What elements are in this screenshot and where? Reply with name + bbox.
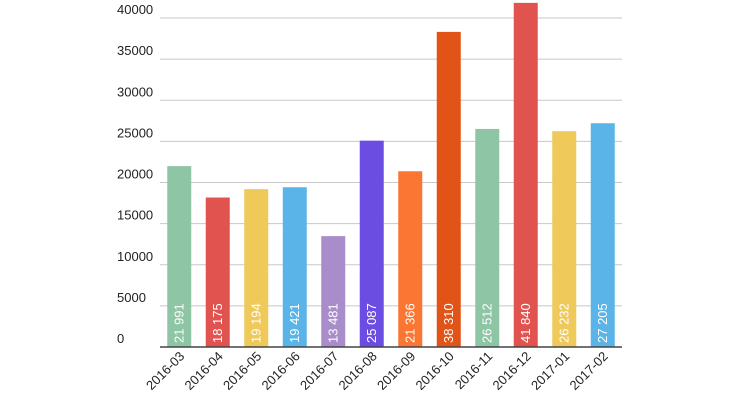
y-tick-label: 0 <box>117 331 124 346</box>
x-tick-label: 2016-05 <box>220 349 264 393</box>
bar <box>475 128 500 347</box>
y-tick-label: 15000 <box>117 208 153 223</box>
bar <box>513 2 538 348</box>
bar <box>552 131 577 347</box>
x-tick-label: 2017-01 <box>528 349 572 393</box>
x-tick-label: 2016-06 <box>259 349 303 393</box>
y-tick-label: 25000 <box>117 125 153 140</box>
x-axis-ticks: 2016-032016-042016-052016-062016-072016-… <box>143 349 611 393</box>
y-axis-ticks: 0 5000 10000 15000 20000 25000 30000 35000 40000 <box>117 2 153 346</box>
gridlines <box>160 17 622 307</box>
data-label: 13 481 <box>325 303 340 343</box>
data-label: 19 421 <box>287 303 302 343</box>
y-tick-label: 20000 <box>117 167 153 182</box>
y-tick-label: 35000 <box>117 43 153 58</box>
x-tick-label: 2016-08 <box>336 349 380 393</box>
y-tick-label: 30000 <box>117 84 153 99</box>
data-label: 18 175 <box>210 303 225 343</box>
y-tick-label: 5000 <box>117 290 146 305</box>
x-tick-label: 2016-10 <box>413 349 457 393</box>
x-tick-label: 2017-02 <box>567 349 611 393</box>
bar <box>590 123 615 347</box>
data-label: 38 310 <box>441 303 456 343</box>
x-tick-label: 2016-09 <box>374 349 418 393</box>
bar <box>398 171 423 347</box>
bar <box>436 31 461 348</box>
bars <box>167 2 615 348</box>
data-label: 25 087 <box>364 303 379 343</box>
data-label: 21 991 <box>171 303 186 343</box>
y-tick-label: 40000 <box>117 2 153 17</box>
x-tick-label: 2016-11 <box>452 349 496 393</box>
data-label: 19 194 <box>248 303 263 343</box>
bar <box>167 166 192 347</box>
x-tick-label: 2016-07 <box>297 349 341 393</box>
bar <box>282 187 307 347</box>
data-label: 27 205 <box>595 303 610 343</box>
bar <box>359 140 384 347</box>
data-labels: 21 991 18 175 19 194 19 421 13 481 25 087 21 3… <box>171 303 610 343</box>
data-label: 26 232 <box>556 303 571 343</box>
x-tick-label: 2016-03 <box>143 349 187 393</box>
y-tick-label: 10000 <box>117 249 153 264</box>
bar <box>205 197 230 347</box>
data-label: 21 366 <box>402 303 417 343</box>
bar <box>244 189 269 347</box>
x-tick-label: 2016-04 <box>182 349 226 393</box>
data-label: 26 512 <box>479 303 494 343</box>
bar <box>321 236 346 347</box>
x-tick-label: 2016-12 <box>490 349 534 393</box>
data-label: 41 840 <box>518 303 533 343</box>
